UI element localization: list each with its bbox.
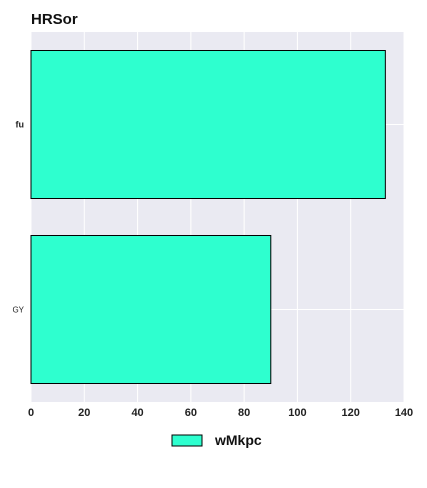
y-axis-ticks: fu GY [12,120,24,315]
y-tick-label-GY: GY [12,306,24,315]
legend-label: wMkpc [214,432,262,448]
bar-GY [30,235,272,384]
x-tick-label-1: 20 [78,407,90,419]
x-tick-label-4: 80 [238,407,250,419]
chart-title: HRSor [31,11,78,28]
legend-swatch [171,434,203,447]
x-axis-ticks: 0 20 40 60 80 100 120 140 [28,407,413,419]
x-tick-label-6: 120 [342,407,360,419]
x-tick-label-0: 0 [28,407,34,419]
x-tick-label-3: 60 [185,407,197,419]
x-tick-label-7: 140 [395,407,413,419]
bar-fu [30,50,386,199]
legend: wMkpc [171,432,262,448]
x-tick-label-5: 100 [288,407,306,419]
bars [30,50,386,384]
x-tick-label-2: 40 [131,407,143,419]
y-tick-label-fu: fu [16,120,25,130]
